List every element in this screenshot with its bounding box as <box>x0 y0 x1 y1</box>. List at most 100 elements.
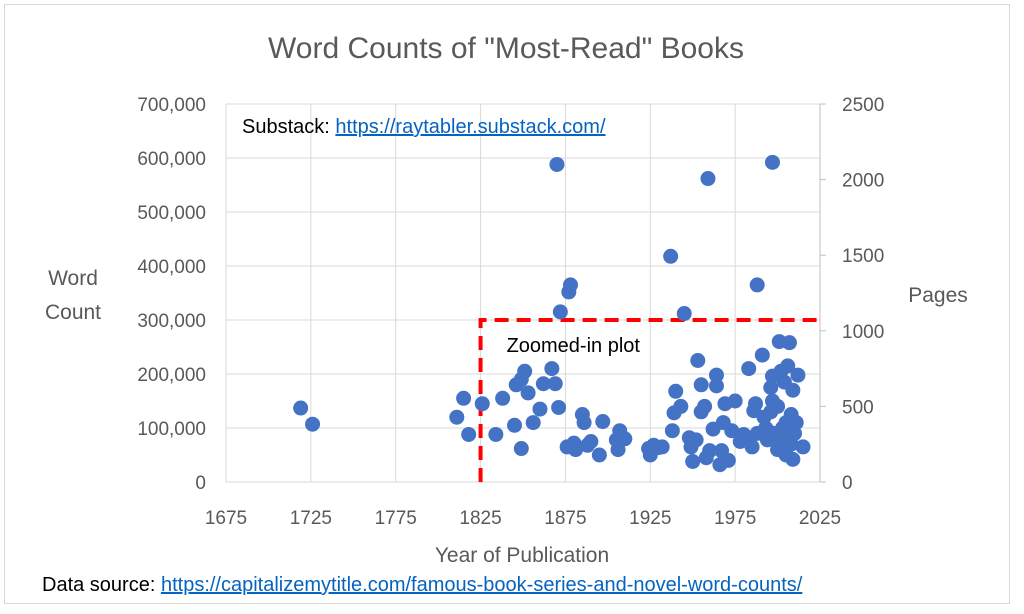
y-right-tick-label: 2000 <box>842 171 884 192</box>
data-point <box>552 304 568 320</box>
x-tick-label: 1875 <box>544 508 586 529</box>
y-tick-label: 100,000 <box>137 419 206 440</box>
data-point <box>770 398 786 414</box>
y-right-tick-label: 0 <box>842 473 853 494</box>
zoom-region-dashed-box <box>478 318 820 482</box>
data-point <box>525 415 541 431</box>
y-axis-left-ticks: 0 100,000 200,000 300,000 400,000 500,000 600,… <box>137 95 206 494</box>
data-point <box>668 383 684 399</box>
data-point <box>547 376 563 392</box>
x-tick-label: 2025 <box>799 508 841 529</box>
data-point <box>697 398 713 414</box>
data-point <box>790 367 806 383</box>
data-point <box>617 431 633 447</box>
data-point <box>748 396 764 412</box>
data-point <box>724 423 740 439</box>
data-point <box>456 390 472 406</box>
data-point <box>517 363 533 379</box>
data-point <box>551 399 567 415</box>
y-tick-label: 0 <box>195 473 206 494</box>
y-axis-right-title: Pages <box>908 284 968 307</box>
data-point <box>549 156 565 172</box>
data-point <box>685 453 701 469</box>
y-right-tick-label: 500 <box>842 397 874 418</box>
data-point <box>741 361 757 377</box>
y-tick-label: 700,000 <box>137 95 206 116</box>
data-point <box>495 390 511 406</box>
x-tick-label: 1675 <box>205 508 247 529</box>
data-point <box>449 409 465 425</box>
data-point <box>563 277 579 293</box>
data-point <box>720 452 736 468</box>
data-point <box>663 248 679 264</box>
data-point <box>305 416 321 432</box>
data-point <box>764 154 780 170</box>
x-tick-label: 1825 <box>459 508 501 529</box>
y-tick-label: 500,000 <box>137 203 206 224</box>
data-point <box>785 382 801 398</box>
data-point <box>676 306 692 322</box>
y-tick-label: 200,000 <box>137 365 206 386</box>
data-point <box>749 277 765 293</box>
gridlines <box>225 103 821 483</box>
data-point <box>693 377 709 393</box>
y-axis-right-ticks: 0 500 1000 1500 2000 2500 <box>820 95 884 494</box>
x-tick-label: 1775 <box>375 508 417 529</box>
data-point <box>690 353 706 368</box>
data-points <box>293 154 811 473</box>
data-point <box>474 396 490 412</box>
x-axis-ticks: 1675 1725 1775 1825 1875 1925 1975 2025 <box>205 508 841 529</box>
data-point <box>700 171 716 187</box>
data-point <box>576 415 592 431</box>
substack-note: Substack: https://raytabler.substack.com… <box>242 116 606 138</box>
data-point <box>702 443 718 459</box>
data-point <box>708 378 724 394</box>
y-axis-title-line1: Word <box>48 267 98 290</box>
zoom-annotation-label: Zoomed-in plot <box>507 335 641 357</box>
y-right-tick-label: 1500 <box>842 246 884 267</box>
data-point <box>544 361 560 377</box>
data-point <box>727 393 743 409</box>
data-point <box>754 347 770 363</box>
y-tick-label: 600,000 <box>137 149 206 170</box>
y-tick-label: 400,000 <box>137 257 206 278</box>
x-tick-label: 1925 <box>629 508 671 529</box>
data-point <box>788 415 804 431</box>
data-point <box>795 439 811 455</box>
data-source-note: Data source: https://capitalizemytitle.c… <box>42 574 803 596</box>
data-point <box>673 398 689 414</box>
substack-link[interactable]: https://raytabler.substack.com/ <box>335 116 606 138</box>
x-tick-label: 1725 <box>290 508 332 529</box>
data-point <box>513 441 529 457</box>
data-point <box>583 434 599 449</box>
data-point <box>664 423 680 439</box>
data-point <box>688 432 704 448</box>
data-point <box>293 400 309 416</box>
x-tick-label: 1975 <box>714 508 756 529</box>
data-point <box>654 439 670 455</box>
chart-title: Word Counts of "Most-Read" Books <box>268 32 744 65</box>
y-tick-label: 300,000 <box>137 311 206 332</box>
data-point <box>591 447 607 463</box>
data-point <box>744 439 760 455</box>
data-point <box>535 376 551 392</box>
data-source-link[interactable]: https://capitalizemytitle.com/famous-boo… <box>161 574 803 596</box>
y-right-tick-label: 2500 <box>842 95 884 116</box>
y-axis-title-line2: Count <box>45 301 101 324</box>
data-point <box>785 451 801 467</box>
data-point <box>780 358 796 374</box>
data-point <box>610 442 626 458</box>
data-source-label: Data source: <box>42 574 161 596</box>
data-point <box>488 426 504 442</box>
data-point <box>568 442 584 458</box>
x-axis-title: Year of Publication <box>435 544 609 567</box>
substack-label: Substack: <box>242 116 335 138</box>
data-point <box>595 414 611 430</box>
zoom-annotation: Zoomed-in plot <box>478 318 820 482</box>
data-point <box>507 417 523 433</box>
data-point <box>708 367 724 383</box>
data-point <box>520 385 536 401</box>
data-point <box>781 335 797 351</box>
data-point <box>532 401 548 417</box>
